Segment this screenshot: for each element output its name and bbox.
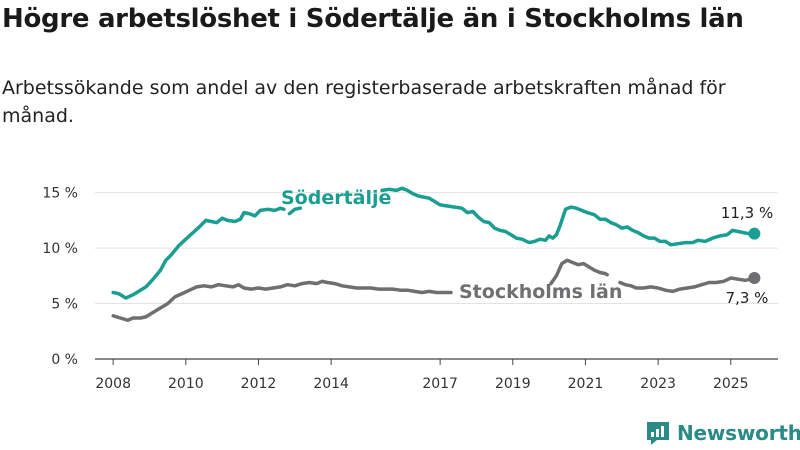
- series-end-point: [748, 272, 761, 285]
- newsworthy-logo-icon: [647, 422, 669, 445]
- series-line-stockholms-lan: [111, 279, 453, 322]
- series-line-sodertalje: [287, 206, 303, 216]
- y-tick-label: 10 %: [42, 241, 78, 257]
- x-tick-label: 2008: [95, 376, 131, 392]
- y-tick-label: 0 %: [51, 352, 78, 368]
- x-tick-label: 2019: [495, 376, 531, 392]
- x-tick-label: 2012: [241, 376, 277, 392]
- x-tick-label: 2014: [313, 376, 349, 392]
- x-tick-label: 2025: [713, 376, 749, 392]
- y-tick-label: 5 %: [51, 297, 78, 313]
- series-line-sodertalje: [111, 206, 286, 300]
- end-value-label-stockholms-lan: 7,3 %: [726, 289, 769, 307]
- series-label-sodertalje: Södertälje: [281, 187, 391, 209]
- x-tick-label: 2021: [568, 376, 604, 392]
- series-line-sodertalje: [380, 186, 757, 247]
- series-line-stockholms-lan: [618, 276, 757, 294]
- series-line-stockholms-lan: [549, 258, 609, 286]
- x-tick-label: 2010: [168, 376, 204, 392]
- chart-subtitle: Arbetssökande som andel av den registerb…: [2, 77, 726, 127]
- series-end-point: [748, 227, 761, 240]
- brand-logo: Newsworthy: [645, 420, 800, 446]
- end-value-label-sodertalje: 11,3 %: [721, 204, 773, 222]
- x-tick-label: 2017: [422, 376, 458, 392]
- x-tick-label: 2023: [640, 376, 676, 392]
- brand-name: Newsworthy: [677, 421, 800, 445]
- series-label-stockholms-lan: Stockholms län: [459, 281, 622, 303]
- y-tick-label: 15 %: [42, 186, 78, 202]
- chart-title: Högre arbetslöshet i Södertälje än i Sto…: [2, 4, 744, 34]
